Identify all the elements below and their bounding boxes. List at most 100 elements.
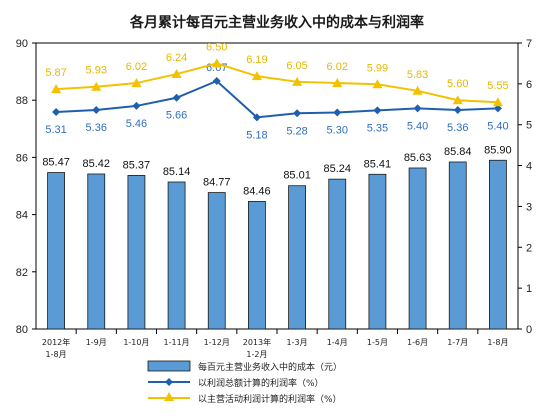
bar: [167, 181, 186, 330]
bar: [47, 172, 65, 330]
x-tick-label: 1-3月: [287, 338, 308, 347]
y-right-tick-label: 5: [526, 120, 532, 132]
x-tick-label: 1-12月: [204, 338, 230, 347]
profit-total-label: 5.66: [166, 110, 187, 122]
profit-total-label: 5.36: [86, 122, 107, 134]
legend-profit-total-label: 以利润总额计算的利润率（%）: [198, 377, 324, 389]
bar: [127, 175, 146, 330]
profit-total-label: 5.36: [447, 122, 468, 134]
profit-total-label: 5.31: [45, 124, 66, 136]
profit-total-label: 5.30: [327, 124, 348, 136]
y-right-tick-label: 7: [526, 38, 532, 50]
x-tick-label: 1-8月: [46, 350, 67, 359]
profit-main-marker: [452, 95, 463, 105]
bar-value-label: 85.42: [82, 158, 110, 170]
x-tick-label: 1-10月: [123, 338, 149, 347]
bar-value-label: 85.37: [123, 159, 151, 171]
profit-total-marker: [252, 113, 261, 122]
y-right-tick-label: 3: [526, 201, 532, 213]
profit-total-line: [56, 79, 498, 119]
y-right-tick-label: 2: [526, 242, 532, 254]
profit-total-label: 5.46: [126, 118, 147, 130]
profit-main-marker: [251, 71, 262, 81]
y-left-tick-label: 86: [16, 152, 28, 164]
bar-value-label: 84.77: [203, 177, 231, 189]
bar-value-label: 85.01: [283, 170, 311, 182]
legend-bar-swatch: [147, 360, 191, 372]
y-left-tick-label: 84: [16, 210, 28, 222]
y-left-tick-label: 80: [16, 324, 28, 336]
bar-value-label: 85.41: [364, 158, 392, 170]
profit-total-label: 5.35: [367, 122, 388, 134]
bar: [408, 167, 427, 330]
y-left-tick-label: 82: [16, 267, 28, 279]
x-tick-label: 1-11月: [164, 338, 190, 347]
profit-main-line: [56, 62, 498, 104]
bar: [448, 161, 467, 330]
profit-total-label: 5.40: [487, 120, 508, 132]
profit-main-marker: [171, 69, 182, 79]
legend-profit-main-label: 以主营活动利润计算的利润率（%）: [198, 393, 342, 405]
bar-value-label: 85.90: [484, 144, 512, 156]
profit-main-label: 6.02: [126, 61, 147, 73]
profit-main-label: 5.55: [487, 80, 508, 92]
profit-total-marker: [453, 106, 462, 115]
profit-main-label: 6.50: [206, 41, 227, 53]
legend: 每百元主营业务收入中的成本（元） 以利润总额计算的利润率（%） 以主营活动利润计算的…: [147, 360, 342, 405]
profit-main-label: 5.93: [86, 65, 107, 77]
profit-main-label: 5.99: [367, 62, 388, 74]
x-tick-label: 1-2月: [246, 350, 267, 359]
y-right-tick-label: 4: [526, 161, 532, 173]
profit-main-marker: [292, 76, 303, 86]
profit-main-label: 6.24: [166, 52, 187, 64]
profit-main-marker: [91, 81, 102, 91]
profit-total-label: 5.18: [246, 129, 267, 141]
profit-main-marker: [211, 58, 222, 68]
x-tick-label: 1-4月: [327, 338, 348, 347]
profit-main-marker: [131, 78, 142, 88]
bar-value-label: 85.84: [444, 146, 472, 158]
bar-value-label: 85.47: [42, 157, 70, 169]
chart-title: 各月累计每百元主营业务收入中的成本与利润率: [129, 14, 424, 31]
x-tick-label: 1-6月: [407, 338, 428, 347]
bar-value-label: 85.14: [163, 166, 191, 178]
profit-main-label: 6.19: [246, 54, 267, 66]
profit-total-marker: [293, 109, 302, 118]
plot-area: 80 82 84 86 88 90 0 1 2 3 4 5 6 7 2012年 1-8月 1-9月 1-10月 1-…: [16, 38, 532, 401]
bar-value-label: 84.46: [243, 185, 271, 197]
profit-main-label: 5.87: [45, 67, 66, 79]
y-left-tick-label: 88: [16, 95, 28, 107]
profit-total-label: 5.40: [407, 120, 428, 132]
bar: [489, 159, 507, 330]
y-right-tick-label: 0: [526, 324, 532, 336]
x-tick-label: 2013年: [243, 337, 271, 347]
profit-main-marker: [51, 84, 62, 94]
bar: [207, 192, 226, 330]
x-tick-label: 1-5月: [367, 338, 388, 347]
y-right-tick-label: 6: [526, 79, 532, 91]
profit-main-marker: [164, 392, 174, 401]
profit-total-marker: [333, 108, 342, 117]
bar: [87, 173, 106, 330]
x-tick-label: 1-9月: [86, 338, 107, 347]
bar: [368, 173, 387, 330]
profit-total-marker: [493, 104, 502, 113]
profit-main-marker: [492, 97, 503, 107]
profit-total-marker: [92, 106, 101, 115]
profit-total-marker: [413, 104, 422, 113]
profit-main-label: 6.02: [327, 61, 348, 73]
bar: [248, 201, 266, 330]
legend-bar-label: 每百元主营业务收入中的成本（元）: [198, 361, 342, 373]
profit-main-label: 5.60: [447, 78, 468, 90]
profit-total-marker: [373, 106, 382, 115]
bar: [288, 185, 306, 330]
profit-main-label: 5.83: [407, 69, 428, 81]
bar-value-label: 85.63: [404, 152, 432, 164]
profit-total-marker: [52, 108, 61, 117]
bar-value-label: 85.24: [323, 163, 351, 175]
x-tick-label: 1-8月: [487, 338, 508, 347]
profit-main-label: 6.05: [286, 60, 307, 72]
profit-total-marker: [212, 76, 221, 85]
